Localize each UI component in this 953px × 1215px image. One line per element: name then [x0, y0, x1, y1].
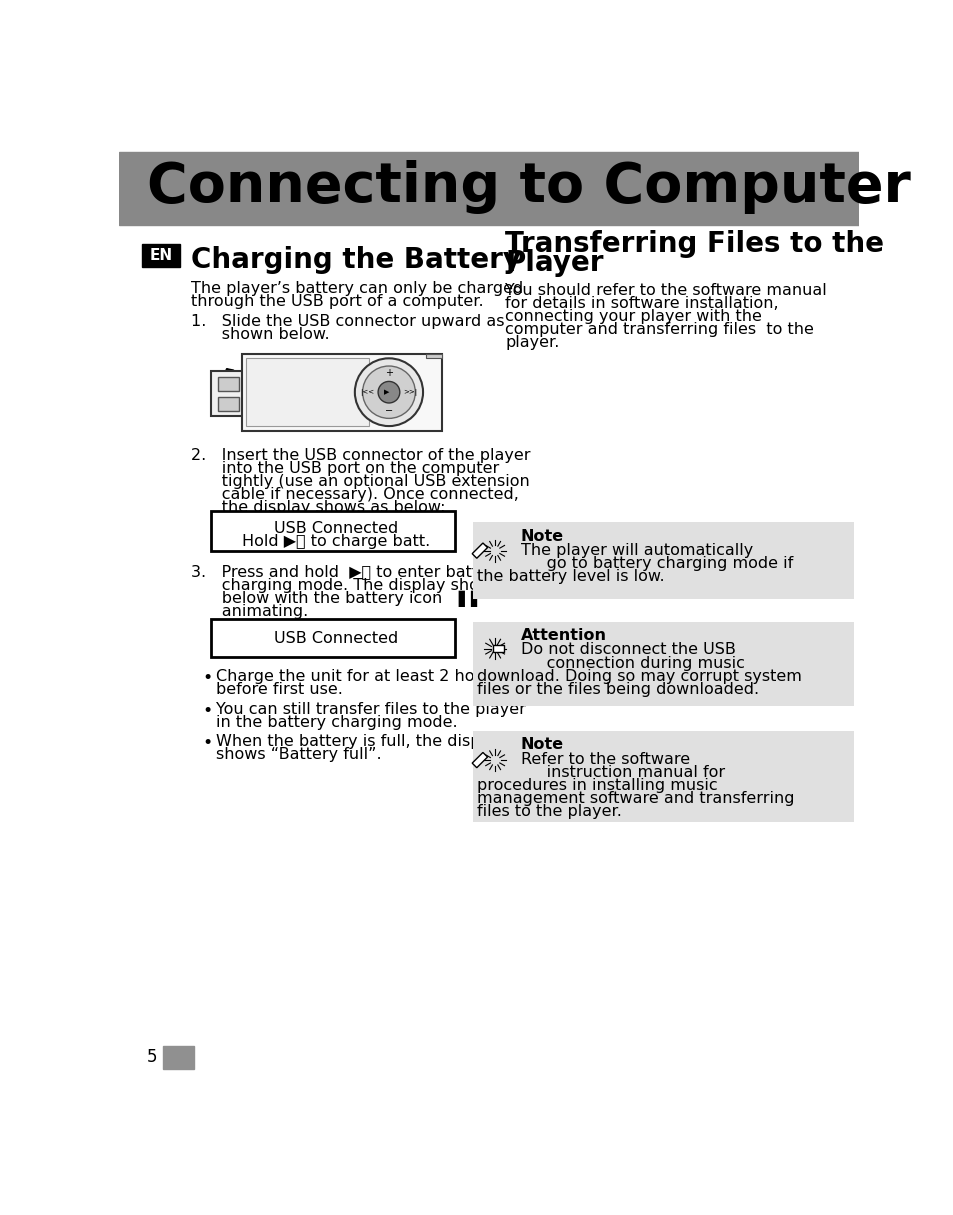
Text: in the battery charging mode.: in the battery charging mode. — [216, 714, 457, 730]
Bar — [426, 354, 441, 358]
Text: for details in software installation,: for details in software installation, — [505, 296, 778, 311]
Text: into the USB port on the computer: into the USB port on the computer — [192, 460, 499, 476]
Text: Refer to the software: Refer to the software — [520, 752, 689, 767]
Text: 1.   Slide the USB connector upward as: 1. Slide the USB connector upward as — [192, 313, 504, 329]
Text: download. Doing so may corrupt system: download. Doing so may corrupt system — [476, 668, 801, 684]
Text: shown below.: shown below. — [192, 327, 330, 341]
Bar — [163, 1046, 194, 1069]
Bar — [246, 358, 369, 426]
Text: Transferring Files to the: Transferring Files to the — [505, 230, 883, 258]
Text: |<<: |<< — [360, 389, 374, 396]
Text: the battery level is low.: the battery level is low. — [476, 570, 664, 584]
Bar — [211, 618, 455, 657]
Text: Note: Note — [520, 738, 563, 752]
Text: Hold ▶⎯ to charge batt.: Hold ▶⎯ to charge batt. — [242, 533, 430, 549]
Text: 3.   Press and hold  ▶⎯ to enter battery: 3. Press and hold ▶⎯ to enter battery — [192, 565, 504, 580]
Bar — [493, 645, 503, 651]
Text: cable if necessary). Once connected,: cable if necessary). Once connected, — [192, 487, 518, 502]
Bar — [218, 377, 238, 391]
Text: You can still transfer files to the player: You can still transfer files to the play… — [216, 702, 525, 717]
Text: ▶: ▶ — [383, 389, 389, 395]
Text: +: + — [385, 368, 393, 378]
Text: tightly (use an optional USB extension: tightly (use an optional USB extension — [192, 474, 530, 488]
Text: Player: Player — [505, 249, 603, 277]
Text: the display shows as below:: the display shows as below: — [192, 501, 445, 515]
Text: Charge the unit for at least 2 hours: Charge the unit for at least 2 hours — [216, 669, 499, 684]
Bar — [473, 521, 853, 599]
Text: management software and transferring: management software and transferring — [476, 791, 794, 806]
Text: before first use.: before first use. — [216, 683, 343, 697]
Text: •: • — [202, 702, 213, 719]
Bar — [218, 397, 238, 411]
Text: instruction manual for: instruction manual for — [520, 765, 724, 780]
Text: below with the battery icon  ▐▐: below with the battery icon ▐▐ — [192, 590, 476, 608]
Text: through the USB port of a computer.: through the USB port of a computer. — [192, 294, 483, 309]
Text: procedures in installing music: procedures in installing music — [476, 778, 718, 793]
Text: USB Connected: USB Connected — [274, 631, 398, 646]
Text: The player’s battery can only be charged: The player’s battery can only be charged — [192, 281, 523, 295]
Text: files to the player.: files to the player. — [476, 804, 621, 819]
Bar — [211, 510, 455, 550]
Text: Do not disconnect the USB: Do not disconnect the USB — [520, 643, 735, 657]
Circle shape — [377, 382, 399, 403]
Text: computer and transferring files  to the: computer and transferring files to the — [505, 322, 813, 337]
Text: files or the files being downloaded.: files or the files being downloaded. — [476, 682, 759, 696]
Text: EN: EN — [150, 248, 172, 262]
Text: connection during music: connection during music — [520, 656, 743, 671]
Bar — [142, 243, 179, 266]
Text: You should refer to the software manual: You should refer to the software manual — [505, 283, 826, 298]
Text: connecting your player with the: connecting your player with the — [505, 309, 761, 324]
Text: Connecting to Computer: Connecting to Computer — [147, 160, 910, 214]
Text: USB Connected: USB Connected — [274, 521, 398, 536]
Text: −: − — [384, 407, 393, 417]
Text: charging mode. The display shows as: charging mode. The display shows as — [192, 578, 523, 593]
Text: •: • — [202, 669, 213, 688]
Circle shape — [355, 358, 422, 426]
Bar — [241, 354, 441, 430]
Bar — [472, 543, 487, 558]
Text: 5: 5 — [147, 1047, 157, 1066]
Text: >>|: >>| — [403, 389, 417, 396]
Bar — [473, 731, 853, 821]
Text: •: • — [202, 734, 213, 752]
Bar — [119, 152, 858, 225]
Text: shows “Battery full”.: shows “Battery full”. — [216, 747, 381, 762]
Text: animating.: animating. — [192, 604, 308, 618]
Text: player.: player. — [505, 335, 559, 350]
Bar — [211, 372, 248, 416]
Bar — [473, 622, 853, 706]
Text: The player will automatically: The player will automatically — [520, 543, 752, 558]
Text: Note: Note — [520, 530, 563, 544]
Text: Charging the Battery: Charging the Battery — [192, 245, 520, 273]
Bar — [472, 752, 487, 768]
Text: 2.   Insert the USB connector of the player: 2. Insert the USB connector of the playe… — [192, 447, 530, 463]
Text: When the battery is full, the display: When the battery is full, the display — [216, 734, 504, 750]
Circle shape — [362, 366, 415, 418]
Text: go to battery charging mode if: go to battery charging mode if — [520, 556, 792, 571]
Text: Attention: Attention — [520, 628, 606, 643]
